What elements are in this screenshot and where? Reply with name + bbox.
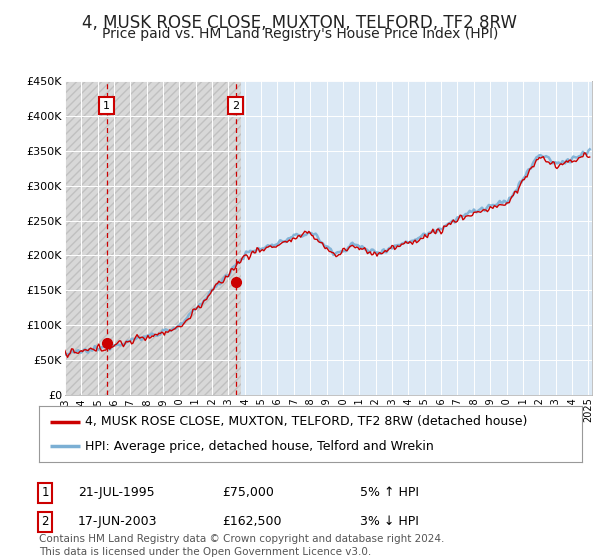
Text: 4, MUSK ROSE CLOSE, MUXTON, TELFORD, TF2 8RW (detached house): 4, MUSK ROSE CLOSE, MUXTON, TELFORD, TF2… bbox=[85, 415, 527, 428]
Text: 4, MUSK ROSE CLOSE, MUXTON, TELFORD, TF2 8RW: 4, MUSK ROSE CLOSE, MUXTON, TELFORD, TF2… bbox=[83, 14, 517, 32]
Text: 1: 1 bbox=[41, 486, 49, 500]
Text: Contains HM Land Registry data © Crown copyright and database right 2024.
This d: Contains HM Land Registry data © Crown c… bbox=[39, 534, 445, 557]
Bar bbox=[65, 81, 241, 395]
Text: 5% ↑ HPI: 5% ↑ HPI bbox=[360, 486, 419, 500]
Text: 21-JUL-1995: 21-JUL-1995 bbox=[78, 486, 155, 500]
Text: HPI: Average price, detached house, Telford and Wrekin: HPI: Average price, detached house, Telf… bbox=[85, 440, 434, 453]
Text: 17-JUN-2003: 17-JUN-2003 bbox=[78, 515, 157, 529]
Text: Price paid vs. HM Land Registry's House Price Index (HPI): Price paid vs. HM Land Registry's House … bbox=[102, 27, 498, 41]
Text: 1: 1 bbox=[103, 101, 110, 110]
Text: £162,500: £162,500 bbox=[222, 515, 281, 529]
Text: 2: 2 bbox=[232, 101, 239, 110]
Text: £75,000: £75,000 bbox=[222, 486, 274, 500]
Text: 3% ↓ HPI: 3% ↓ HPI bbox=[360, 515, 419, 529]
Text: 2: 2 bbox=[41, 515, 49, 529]
